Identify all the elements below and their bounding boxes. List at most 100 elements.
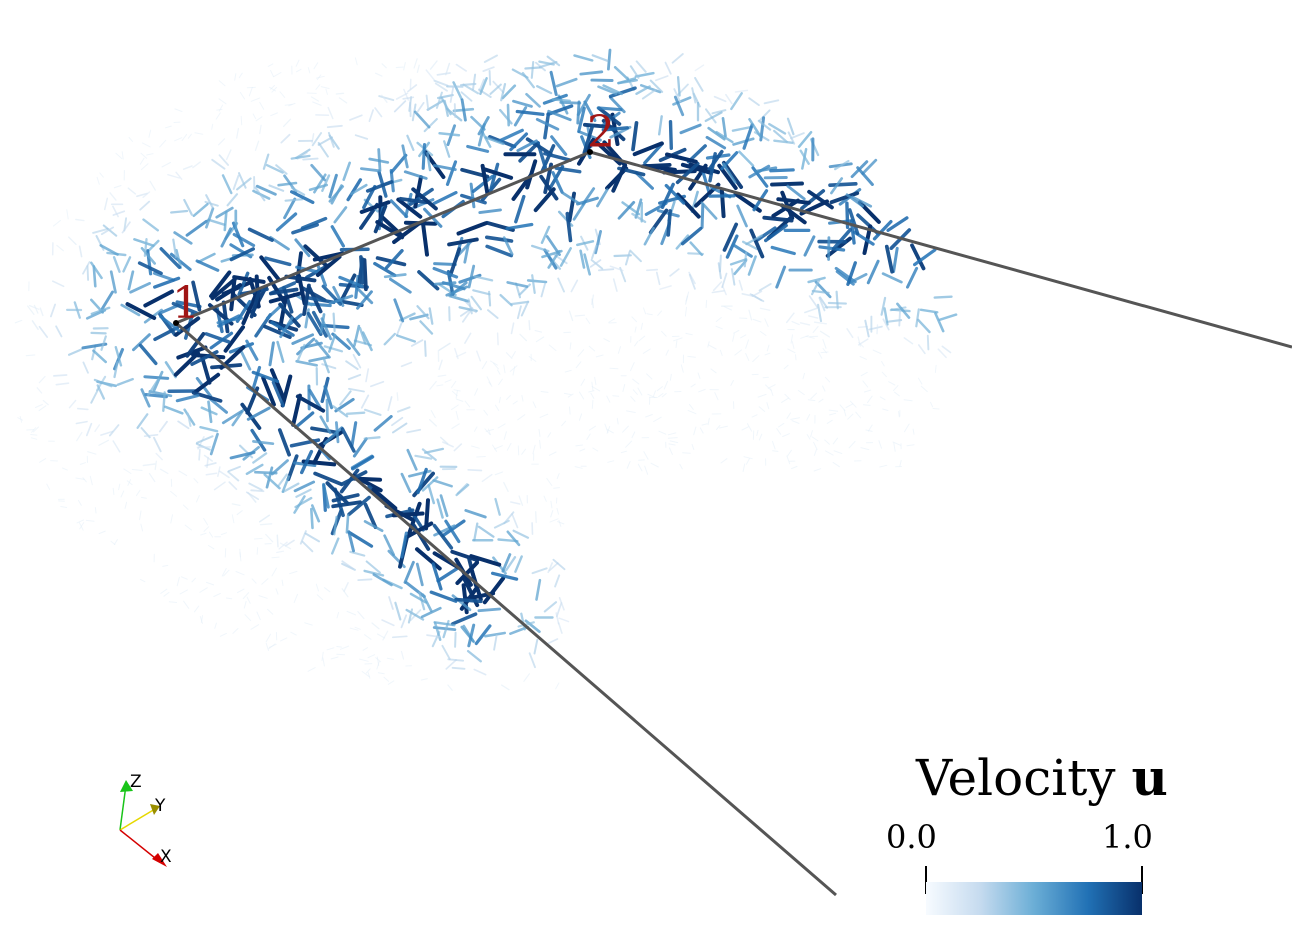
velocity-glyph xyxy=(141,142,151,148)
velocity-glyph xyxy=(82,361,89,374)
velocity-glyph xyxy=(131,468,143,471)
velocity-glyph xyxy=(857,338,869,346)
velocity-glyph xyxy=(90,261,103,280)
velocity-glyph xyxy=(583,122,614,129)
velocity-glyph xyxy=(78,245,83,258)
legend-title-symbol: u xyxy=(1131,748,1168,807)
velocity-glyph xyxy=(99,172,104,178)
velocity-glyph xyxy=(451,666,466,670)
velocity-glyph xyxy=(743,456,753,460)
velocity-glyph xyxy=(254,470,278,475)
velocity-glyph xyxy=(748,118,762,138)
velocity-glyph xyxy=(77,407,89,411)
velocity-glyph xyxy=(147,377,160,397)
velocity-glyph xyxy=(294,238,311,258)
velocity-glyph xyxy=(451,404,459,411)
velocity-glyph xyxy=(275,212,298,232)
velocity-glyph xyxy=(231,514,235,524)
velocity-glyph xyxy=(640,322,643,330)
velocity-glyph xyxy=(56,244,64,252)
velocity-glyph xyxy=(643,307,647,315)
velocity-glyph xyxy=(420,606,442,619)
velocity-glyph xyxy=(484,428,491,435)
velocity-glyph xyxy=(691,444,695,450)
velocity-glyph xyxy=(483,54,498,63)
velocity-glyph xyxy=(349,114,363,121)
velocity-glyph xyxy=(689,403,694,410)
velocity-glyph xyxy=(183,600,190,609)
velocity-glyph xyxy=(269,86,276,92)
velocity-glyph xyxy=(862,380,869,388)
velocity-glyph xyxy=(315,254,342,277)
velocity-glyph xyxy=(229,277,237,312)
velocity-glyph xyxy=(136,413,149,429)
velocity-glyph xyxy=(181,133,188,142)
velocity-glyph xyxy=(934,312,945,333)
velocity-glyph xyxy=(867,424,873,432)
velocity-glyph xyxy=(451,380,457,388)
velocity-glyph xyxy=(354,134,369,140)
velocity-glyph xyxy=(395,66,404,69)
velocity-glyph xyxy=(489,83,502,95)
velocity-glyph xyxy=(231,503,241,507)
velocity-glyph xyxy=(238,72,243,79)
velocity-glyph xyxy=(752,318,762,323)
velocity-glyph xyxy=(317,136,333,146)
velocity-glyph xyxy=(180,576,188,580)
velocity-glyph xyxy=(277,428,291,457)
velocity-glyph xyxy=(510,300,530,306)
velocity-glyph xyxy=(409,313,429,321)
velocity-glyph xyxy=(205,207,215,229)
velocity-glyph xyxy=(484,235,514,243)
velocity-glyph xyxy=(185,219,208,237)
velocity-glyph xyxy=(311,132,323,147)
velocity-glyph xyxy=(790,417,800,420)
velocity-glyph xyxy=(407,608,414,624)
velocity-glyph xyxy=(469,182,476,209)
velocity-glyph xyxy=(363,569,385,577)
velocity-glyph xyxy=(336,653,346,656)
velocity-glyph xyxy=(539,439,541,449)
velocity-glyph xyxy=(448,294,470,303)
velocity-glyph xyxy=(558,617,570,623)
velocity-glyph xyxy=(347,530,355,553)
velocity-glyph xyxy=(174,108,183,112)
velocity-glyph xyxy=(265,533,274,543)
velocity-glyph xyxy=(579,70,604,76)
velocity-glyph xyxy=(300,216,328,230)
velocity-glyph xyxy=(443,140,451,158)
velocity-glyph xyxy=(748,97,760,107)
velocity-glyph xyxy=(420,678,428,681)
velocity-glyph xyxy=(502,236,514,256)
velocity-glyph xyxy=(276,550,285,554)
velocity-glyph xyxy=(516,305,522,320)
velocity-glyph xyxy=(586,433,591,440)
velocity-glyph xyxy=(191,280,202,312)
velocity-glyph xyxy=(193,372,221,394)
velocity-glyph xyxy=(322,657,325,667)
velocity-glyph xyxy=(137,261,163,276)
velocity-glyph xyxy=(170,209,189,214)
velocity-glyph xyxy=(591,386,601,392)
velocity-glyph xyxy=(770,245,796,256)
velocity-glyph xyxy=(415,547,442,571)
velocity-glyph xyxy=(688,273,696,290)
velocity-glyph xyxy=(403,560,415,584)
velocity-glyph xyxy=(912,428,915,435)
velocity-glyph xyxy=(611,162,627,193)
velocity-glyph xyxy=(132,333,151,352)
velocity-glyph xyxy=(148,472,156,483)
velocity-glyph xyxy=(143,289,174,308)
velocity-glyph xyxy=(239,548,241,558)
velocity-glyph xyxy=(176,576,180,587)
velocity-glyph xyxy=(252,440,275,446)
velocity-glyph xyxy=(227,465,241,473)
velocity-glyph xyxy=(785,312,795,324)
velocity-glyph xyxy=(646,268,659,272)
velocity-glyph xyxy=(506,442,512,451)
velocity-glyph xyxy=(158,420,168,433)
velocity-glyph xyxy=(810,430,813,438)
velocity-glyph xyxy=(209,331,234,350)
probe-line-1-down xyxy=(175,321,837,897)
